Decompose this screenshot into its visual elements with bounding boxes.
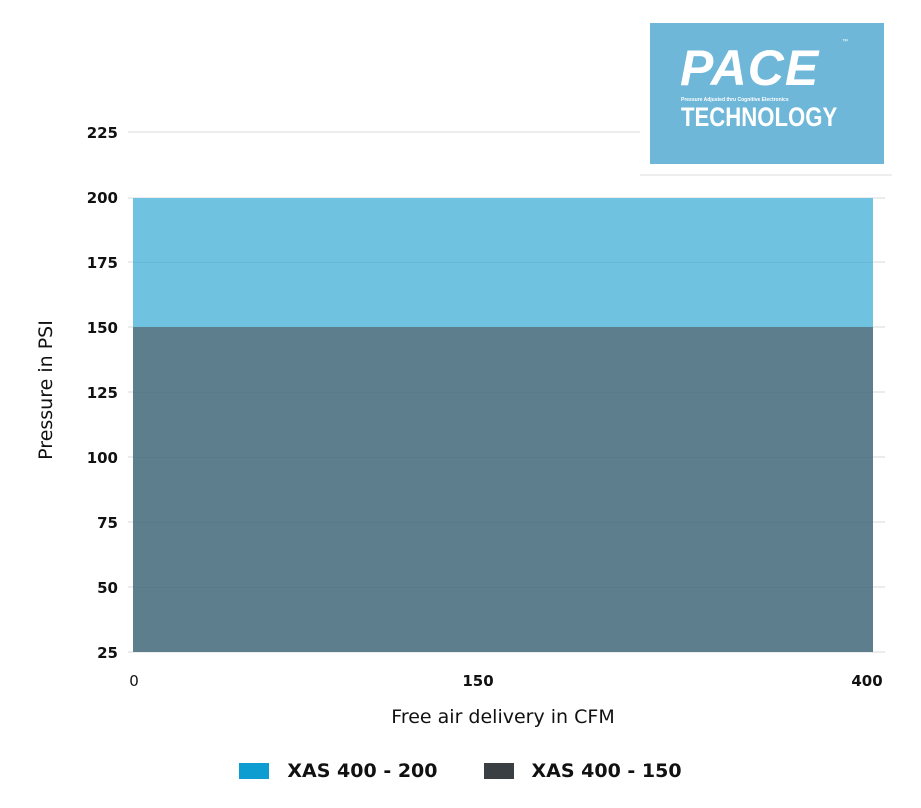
- y-tick-25: 25: [97, 644, 118, 662]
- gridline-25: [128, 651, 885, 653]
- x-tick-0: 0: [129, 672, 139, 690]
- y-tick-200: 200: [86, 189, 118, 207]
- y-axis-label: Pressure in PSI: [35, 320, 57, 460]
- logo-technology: TECHNOLOGY: [681, 102, 838, 132]
- y-tick-175: 175: [86, 254, 118, 272]
- logo-badge: PACE ™ Pressure Adjusted thru Cognitive …: [650, 23, 884, 164]
- y-tick-75: 75: [97, 514, 118, 532]
- legend-swatch-xas-400-150: [483, 763, 514, 779]
- legend-item-xas-400-200[interactable]: XAS 400 - 200: [239, 760, 438, 782]
- logo-tagline: Pressure Adjusted thru Cognitive Electro…: [681, 97, 789, 103]
- legend: XAS 400 - 200 XAS 400 - 150: [0, 760, 921, 782]
- legend-label-xas-400-150: XAS 400 - 150: [531, 760, 682, 782]
- x-axis-label: Free air delivery in CFM: [391, 706, 615, 728]
- gridline-225: [128, 131, 640, 133]
- y-tick-50: 50: [97, 579, 118, 597]
- gridline-overlay-175: [133, 262, 873, 263]
- gridline-overlay-75: [133, 522, 873, 523]
- legend-label-xas-400-200: XAS 400 - 200: [287, 760, 438, 782]
- gridline-overlay-50: [133, 587, 873, 588]
- y-tick-100: 100: [86, 449, 118, 467]
- pace-technology-logo: PACE ™ Pressure Adjusted thru Cognitive …: [640, 14, 892, 176]
- y-tick-150: 150: [86, 319, 118, 337]
- y-tick-225: 225: [86, 124, 118, 142]
- logo-brand: PACE: [680, 40, 820, 96]
- y-tick-125: 125: [86, 384, 118, 402]
- area-xas-400-200: [133, 198, 873, 327]
- gridline-overlay-100: [133, 457, 873, 458]
- area-xas-400-150: [133, 327, 873, 652]
- x-tick-400: 400: [851, 672, 883, 690]
- legend-swatch-xas-400-200: [239, 763, 270, 779]
- x-tick-150: 150: [462, 672, 494, 690]
- legend-item-xas-400-150[interactable]: XAS 400 - 150: [483, 760, 682, 782]
- logo-trademark: ™: [842, 39, 848, 45]
- gridline-overlay-125: [133, 392, 873, 393]
